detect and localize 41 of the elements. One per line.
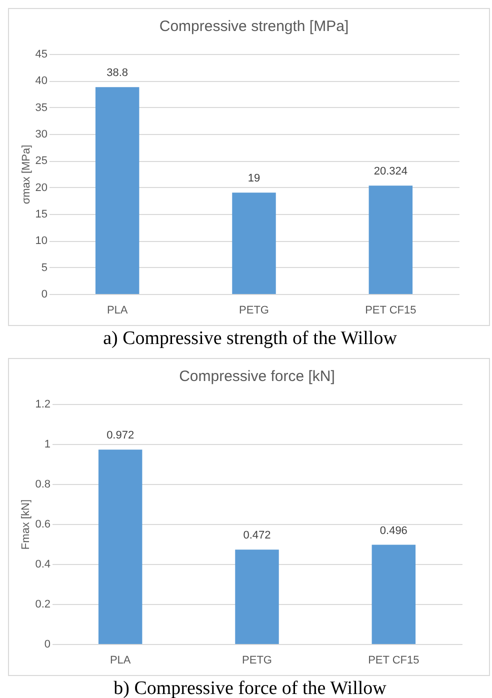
bar bbox=[372, 544, 416, 644]
data-label: 19 bbox=[248, 172, 260, 185]
y-axis-title: Fmax [kN] bbox=[20, 499, 32, 550]
y-tick-label: 0.2 bbox=[35, 598, 50, 610]
bar bbox=[235, 550, 279, 644]
x-tick-label: PETG bbox=[242, 654, 272, 666]
y-tick-label: 0 bbox=[41, 288, 48, 300]
data-label: 0.496 bbox=[380, 524, 408, 537]
y-tick-label: 25 bbox=[35, 155, 48, 168]
bar bbox=[95, 87, 140, 294]
y-tick-label: 0 bbox=[44, 638, 50, 650]
chart-title: Compressive strength [MPa] bbox=[159, 18, 349, 35]
bar bbox=[98, 450, 142, 644]
x-tick-label: PET CF15 bbox=[368, 654, 420, 666]
y-tick-label: 5 bbox=[41, 262, 48, 274]
bar bbox=[368, 186, 413, 294]
data-label: 20.324 bbox=[374, 166, 408, 178]
y-tick-label: 30 bbox=[35, 128, 48, 140]
x-tick-label: PLA bbox=[110, 654, 132, 666]
x-tick-label: PETG bbox=[239, 304, 269, 316]
y-tick-label: 20 bbox=[35, 182, 48, 194]
y-tick-label: 1 bbox=[44, 438, 50, 450]
y-tick-label: 0.4 bbox=[35, 558, 50, 570]
data-label: 0.972 bbox=[106, 430, 134, 442]
y-tick-label: 35 bbox=[35, 102, 48, 114]
data-label: 0.472 bbox=[243, 530, 271, 542]
y-tick-label: 10 bbox=[35, 235, 48, 248]
text: a) Compressive strength of the Willow bbox=[102, 328, 398, 350]
data-label: 38.8 bbox=[106, 67, 128, 80]
text: b) Compressive force of the Willow bbox=[112, 678, 388, 698]
y-axis-title: σmax [MPa] bbox=[20, 144, 32, 204]
chart-title: Compressive force [kN] bbox=[179, 368, 335, 385]
y-tick-label: 1.2 bbox=[35, 398, 50, 410]
y-tick-label: 40 bbox=[35, 75, 48, 88]
y-tick-label: 0.6 bbox=[35, 518, 50, 530]
x-tick-label: PET CF15 bbox=[365, 304, 416, 316]
y-tick-label: 0.8 bbox=[35, 478, 50, 490]
y-tick-label: 45 bbox=[35, 48, 48, 60]
bar bbox=[232, 192, 276, 294]
y-tick-label: 15 bbox=[35, 208, 48, 220]
x-tick-label: PLA bbox=[106, 304, 128, 316]
